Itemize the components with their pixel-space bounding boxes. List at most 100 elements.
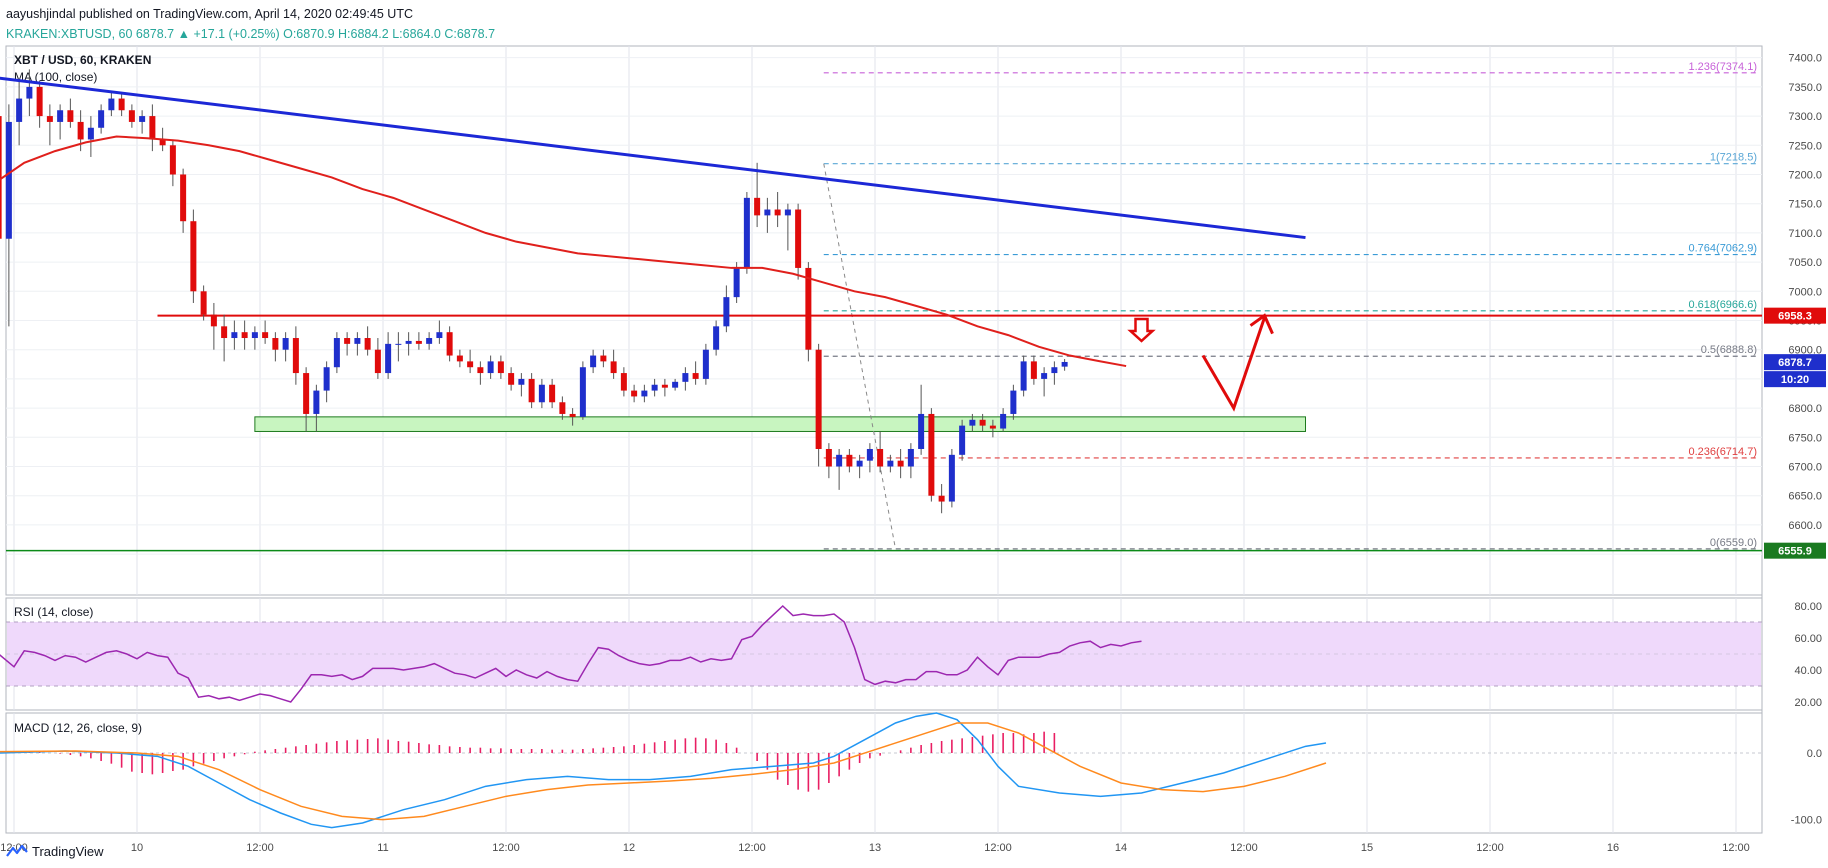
candle-body (528, 378, 535, 403)
candle-body (241, 332, 248, 339)
price-tick-label: 6650.0 (1788, 491, 1822, 503)
candle-body (426, 338, 433, 344)
candle-body (805, 267, 812, 350)
last-price-badge-bg (1764, 354, 1826, 371)
candle-body (938, 495, 945, 502)
candle-body (0, 116, 2, 239)
time-tick-label: 12:00 (1476, 842, 1504, 854)
candle-body (344, 338, 351, 344)
bearish-trendline (0, 76, 1306, 240)
candle-body (313, 390, 320, 414)
candle-body (477, 367, 484, 374)
price-tick-label: 7200.0 (1788, 169, 1822, 181)
candle-body (897, 460, 904, 467)
candle-body (108, 98, 115, 111)
candle-body (866, 448, 873, 461)
fib-label-0.236: 0.236(6714.7) (1689, 446, 1758, 458)
price-tick-label: 6800.0 (1788, 403, 1822, 415)
candle-body (354, 338, 361, 344)
candle-body (436, 332, 443, 339)
candle-body (180, 174, 187, 222)
candle-body (856, 460, 863, 467)
candle-body (36, 86, 43, 117)
tradingview-logo-icon (6, 844, 28, 857)
candle-body (272, 338, 279, 350)
chart-header: aayushjindal published on TradingView.co… (6, 4, 495, 41)
ohlc-readout: KRAKEN:XBTUSD, 60 6878.7 ▲ +17.1 (+0.25%… (6, 27, 496, 41)
candle-body (210, 314, 217, 327)
candle-body (754, 197, 761, 216)
fib-label-1: 1(7218.5) (1710, 152, 1757, 164)
rsi-line (0, 604, 1142, 703)
candle-body (620, 373, 627, 391)
macd-series-macd (0, 712, 1327, 829)
candle-body (67, 110, 74, 122)
time-tick-label: 12:00 (246, 842, 274, 854)
candle-body (1041, 373, 1048, 379)
candle-body (846, 454, 853, 467)
tradingview-brand[interactable]: TradingView (6, 840, 104, 862)
countdown-timer: 10:20 (1781, 374, 1809, 386)
fib-label-0.764: 0.764(7062.9) (1689, 243, 1758, 255)
candle-body (26, 86, 33, 99)
publisher-line: aayushjindal published on TradingView.co… (6, 7, 413, 21)
macd-tick-label: 0.0 (1807, 748, 1822, 760)
macd-pane (5, 712, 1763, 834)
time-tick-label: 15 (1361, 842, 1373, 854)
candle-body (774, 209, 781, 216)
candle-body (600, 355, 607, 362)
candle-body (149, 116, 156, 140)
price-tick-label: 7000.0 (1788, 286, 1822, 298)
candle-body (1020, 361, 1027, 391)
time-tick-label: 12:00 (492, 842, 520, 854)
rsi-band (7, 622, 1761, 686)
candle-body (323, 367, 330, 391)
candle-body (415, 340, 422, 344)
ma-legend-label: MA (100, close) (14, 70, 97, 84)
candle-body (190, 221, 197, 292)
price-tick-label: 6600.0 (1788, 520, 1822, 532)
price-pane-title: XBT / USD, 60, KRAKEN (14, 53, 151, 67)
price-tick-label: 7150.0 (1788, 199, 1822, 211)
candle-body (446, 332, 453, 356)
macd-title: MACD (12, 26, close, 9) (14, 721, 142, 735)
candle-body (139, 116, 146, 122)
candle-body (200, 291, 207, 315)
resistance-price-badge: 6958.3 (1778, 311, 1812, 323)
time-tick-label: 12:00 (984, 842, 1012, 854)
candle-body (651, 384, 658, 391)
rsi-tick-label: 60.00 (1794, 633, 1822, 645)
macd-series-signal (0, 722, 1327, 821)
candle-body (169, 145, 176, 175)
candle-body (16, 98, 23, 122)
price-tick-label: 7100.0 (1788, 228, 1822, 240)
projected-arrowhead (1249, 313, 1274, 335)
candle-body (764, 209, 771, 216)
candle-body (590, 355, 597, 368)
candle-body (262, 332, 269, 339)
candle-body (907, 448, 914, 467)
support-price-badge-bg (1764, 542, 1826, 559)
candle-body (518, 378, 525, 385)
time-tick-label: 14 (1115, 842, 1127, 854)
rsi-title: RSI (14, close) (14, 605, 93, 619)
candle-body (969, 419, 976, 426)
last-price-badge: 6878.7 (1778, 357, 1812, 369)
candle-body (579, 367, 586, 417)
fib-label-0: 0(6559.0) (1710, 537, 1757, 549)
price-tick-label: 7250.0 (1788, 140, 1822, 152)
candle-body (251, 332, 258, 339)
candle-body (836, 454, 843, 467)
price-tick-label: 7050.0 (1788, 257, 1822, 269)
candle-body (877, 448, 884, 467)
fib-label-0.618: 0.618(6966.6) (1689, 299, 1758, 311)
candle-body (487, 361, 494, 374)
candle-body (979, 419, 986, 426)
candle-body (631, 390, 638, 397)
time-tick-label: 13 (869, 842, 881, 854)
candle-body (46, 116, 53, 122)
fib-label-1.236: 1.236(7374.1) (1689, 61, 1758, 73)
projected-path-arrow (1201, 317, 1266, 412)
price-tick-label: 7300.0 (1788, 111, 1822, 123)
